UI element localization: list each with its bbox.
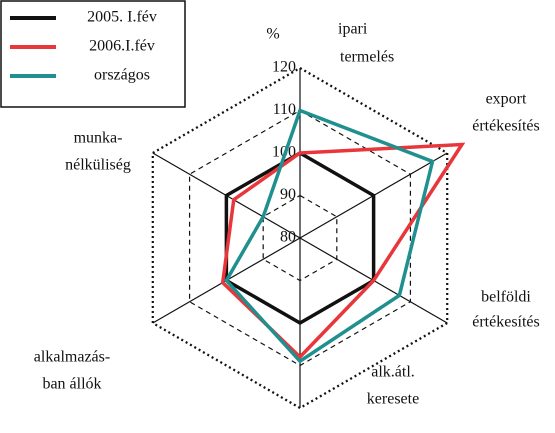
series-polygon — [224, 150, 376, 326]
category-label: alk.átl. — [371, 364, 415, 381]
r-tick-label: 120 — [272, 59, 296, 76]
r-tick-label: 90 — [280, 186, 296, 203]
series-polygon — [224, 108, 435, 364]
legend-label: 2006.I.fév — [89, 38, 155, 55]
category-label: export — [486, 91, 527, 108]
r-tick-label: 110 — [273, 101, 296, 118]
unit-label: % — [266, 26, 279, 43]
series-polygon — [220, 142, 466, 360]
r-tick-label: 80 — [280, 229, 296, 246]
category-label: ban állók — [42, 376, 101, 393]
category-label: értékesítés — [472, 118, 540, 135]
category-label: keresete — [367, 391, 419, 408]
legend-label: 2005. I.fév — [87, 9, 157, 26]
category-label: termelés — [340, 49, 394, 66]
category-label: nélküliség — [65, 157, 131, 174]
category-label: alkalmazás- — [34, 349, 110, 366]
legend-label: országos — [94, 67, 150, 84]
category-label: munka- — [74, 130, 123, 147]
category-label: ipari — [338, 21, 368, 38]
category-label: belföldi — [481, 289, 531, 306]
category-label: értékesítés — [472, 314, 540, 331]
